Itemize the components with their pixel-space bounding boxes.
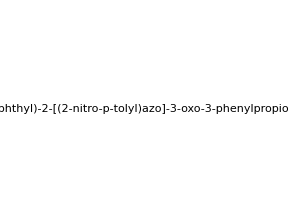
Text: N-(1-naphthyl)-2-[(2-nitro-p-tolyl)azo]-3-oxo-3-phenylpropionamide: N-(1-naphthyl)-2-[(2-nitro-p-tolyl)azo]-… [0, 104, 288, 113]
